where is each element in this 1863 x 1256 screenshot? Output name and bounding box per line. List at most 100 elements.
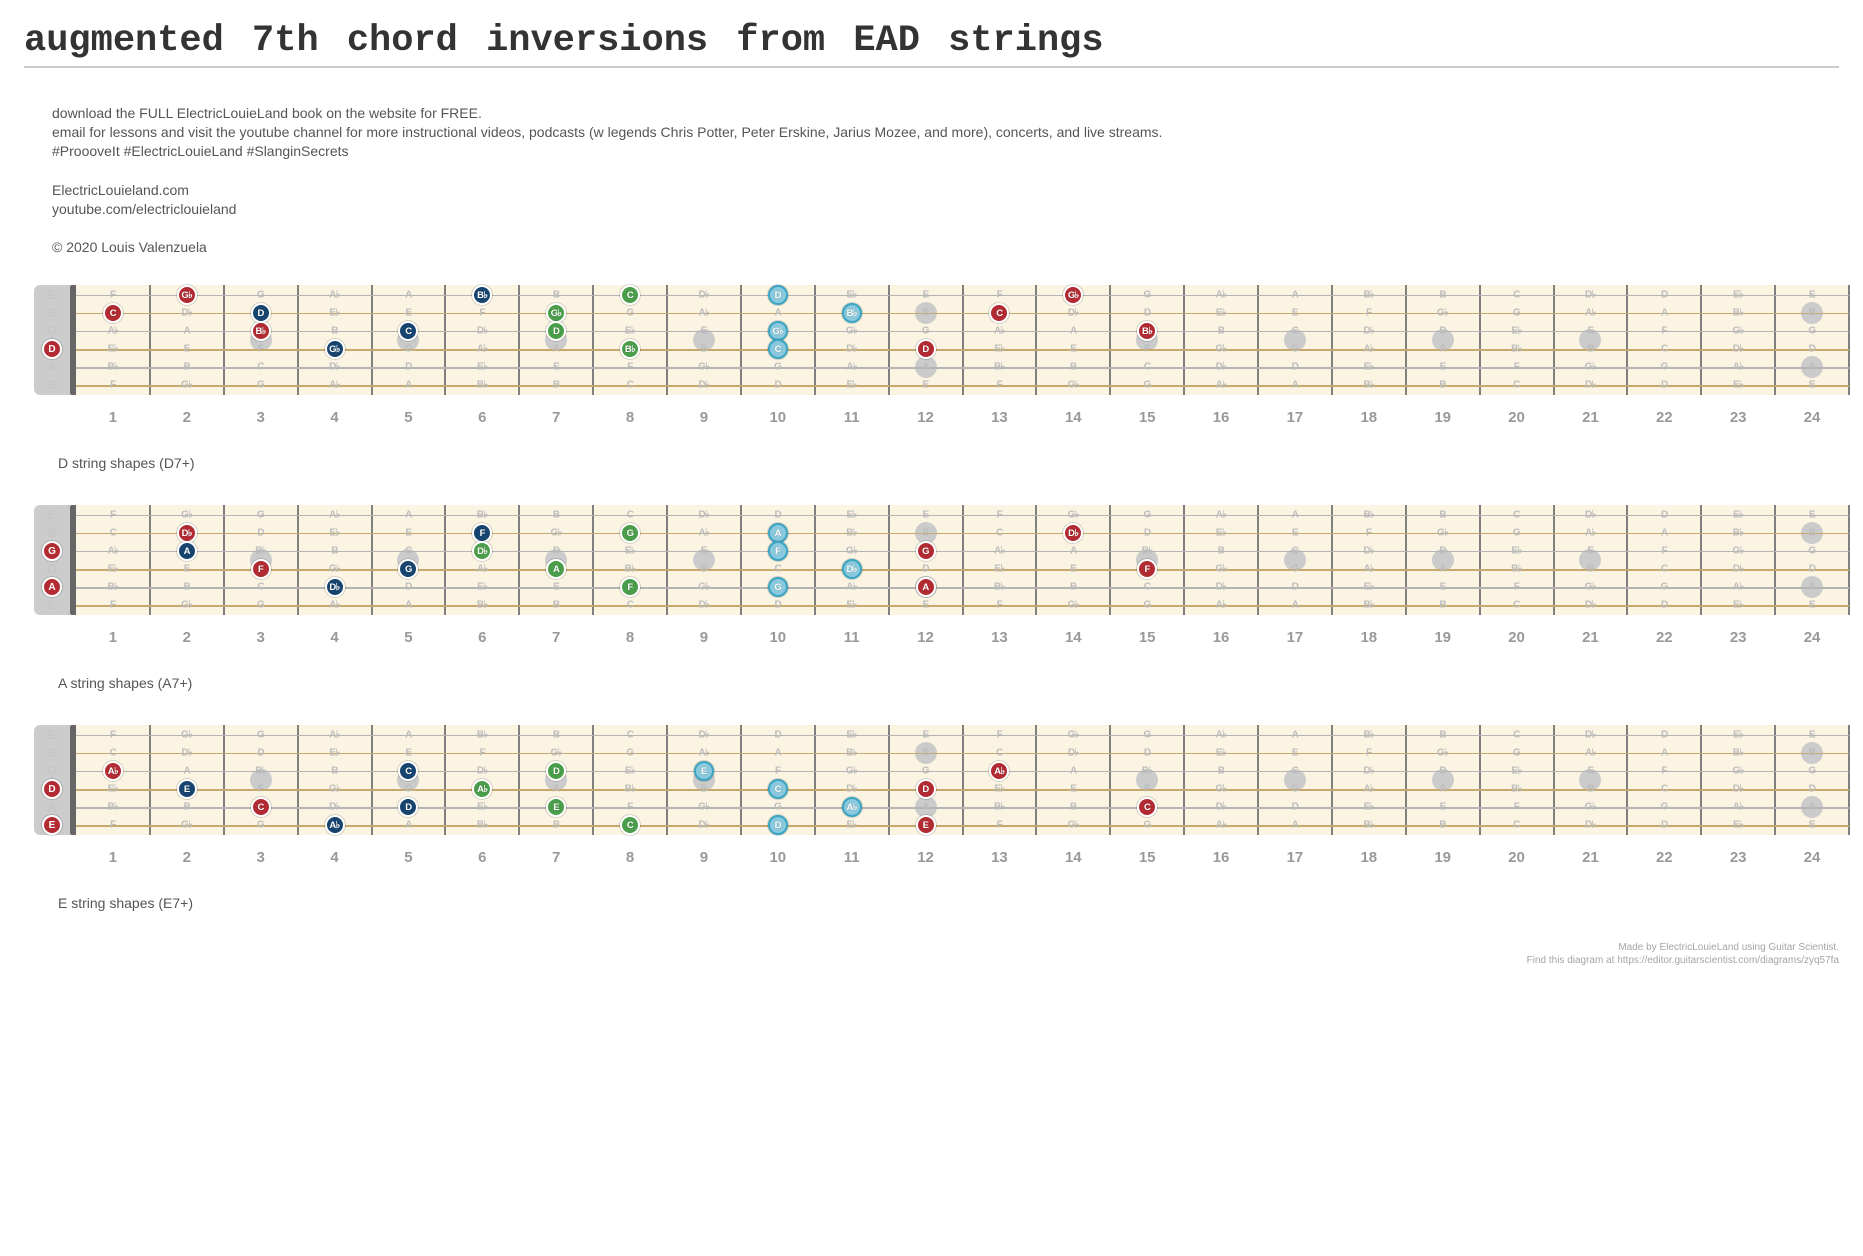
intro-line: email for lessons and visit the youtube … — [52, 123, 1839, 142]
fret-line — [1700, 285, 1702, 395]
ghost-note: B — [1070, 582, 1077, 593]
ghost-note: F — [997, 730, 1003, 741]
fret-number: 5 — [404, 849, 412, 866]
ghost-note: A♭ — [329, 380, 340, 391]
ghost-note: D♭ — [1733, 784, 1744, 795]
fret-number: 17 — [1287, 629, 1304, 646]
fret-number: 22 — [1656, 409, 1673, 426]
ghost-note: G — [257, 820, 264, 831]
ghost-note: A — [1439, 564, 1446, 575]
fret-line — [444, 725, 446, 835]
fret-line — [1257, 285, 1259, 395]
ghost-note: F — [110, 730, 116, 741]
ghost-note: B — [922, 528, 929, 539]
ghost-note: E♭ — [1733, 290, 1743, 301]
ghost-note: A — [405, 380, 412, 391]
fret-line — [1553, 285, 1555, 395]
fret-number: 20 — [1508, 409, 1525, 426]
string-line — [76, 735, 1849, 736]
fret-number: 11 — [844, 849, 860, 866]
fret-line — [962, 505, 964, 615]
ghost-note: G — [1661, 802, 1668, 813]
fret-line — [1405, 725, 1407, 835]
ghost-note: E — [1809, 820, 1815, 831]
fret-number: 12 — [917, 629, 934, 646]
fret-number: 16 — [1213, 409, 1230, 426]
ghost-note: D♭ — [1363, 766, 1374, 777]
ghost-note: G♭ — [846, 326, 858, 337]
note-dot: D♭ — [842, 559, 862, 579]
ghost-note: G♭ — [1585, 582, 1597, 593]
ghost-note: A — [1809, 362, 1816, 373]
ghost-note: E — [1809, 510, 1815, 521]
open-string-label: E — [48, 378, 56, 392]
ghost-note: A — [405, 730, 412, 741]
string-line — [76, 753, 1849, 754]
ghost-note: G — [626, 308, 633, 319]
ghost-note: E♭ — [846, 290, 856, 301]
ghost-note: A♭ — [329, 730, 340, 741]
ghost-note: E — [1440, 362, 1446, 373]
fret-number: 23 — [1730, 849, 1747, 866]
fret-line — [1848, 285, 1850, 395]
fret-number: 2 — [183, 629, 191, 646]
ghost-note: F — [997, 600, 1003, 611]
ghost-note: G♭ — [698, 802, 710, 813]
ghost-note: G — [257, 730, 264, 741]
ghost-note: A — [1661, 308, 1668, 319]
fret-line — [371, 725, 373, 835]
fret-line — [666, 725, 668, 835]
ghost-note: G — [1661, 362, 1668, 373]
ghost-note: B♭ — [994, 362, 1005, 373]
ghost-note: C — [996, 748, 1003, 759]
fret-number: 24 — [1804, 629, 1821, 646]
fret-line — [1774, 725, 1776, 835]
footer-line: Made by ElectricLouieLand using Guitar S… — [1527, 941, 1839, 954]
ghost-note: B — [1439, 380, 1446, 391]
fret-line — [1626, 285, 1628, 395]
note-dot: D♭ — [177, 523, 197, 543]
ghost-note: E — [922, 290, 928, 301]
fret-number: 18 — [1360, 409, 1377, 426]
string-line — [76, 367, 1849, 369]
fret-line — [814, 725, 816, 835]
ghost-note: G — [1513, 748, 1520, 759]
open-string-label: D — [48, 562, 57, 576]
fret-number: 20 — [1508, 629, 1525, 646]
ghost-note: G — [1513, 528, 1520, 539]
ghost-note: E♭ — [108, 784, 118, 795]
open-root-dot: A — [42, 577, 62, 597]
fret-number: 14 — [1065, 629, 1082, 646]
ghost-note: F — [110, 380, 116, 391]
ghost-note: G♭ — [1585, 802, 1597, 813]
ghost-note: D♭ — [1585, 290, 1596, 301]
note-dot: G♭ — [546, 303, 566, 323]
ghost-note: G — [1144, 290, 1151, 301]
ghost-note: C — [1661, 344, 1668, 355]
ghost-note: B♭ — [994, 802, 1005, 813]
ghost-note: D♭ — [1363, 546, 1374, 557]
fretboard-section: EFG♭GA♭AB♭BCD♭DE♭EFG♭GA♭AB♭BCD♭DE♭EBCD♭D… — [34, 725, 1839, 911]
string-line — [76, 771, 1849, 772]
ghost-note: A♭ — [107, 546, 118, 557]
fret-number: 17 — [1287, 409, 1304, 426]
fret-number: 8 — [626, 629, 634, 646]
fret-line — [1479, 505, 1481, 615]
open-string-label: G — [47, 324, 56, 338]
fret-number: 24 — [1804, 849, 1821, 866]
ghost-note: G — [1291, 344, 1298, 355]
ghost-note: B♭ — [107, 802, 118, 813]
ghost-note: G — [1144, 510, 1151, 521]
ghost-note: G♭ — [550, 748, 562, 759]
ghost-note: B♭ — [625, 564, 636, 575]
fret-number: 11 — [844, 409, 860, 426]
string-line — [76, 331, 1849, 332]
ghost-note: E♭ — [329, 748, 339, 759]
fret-line — [297, 285, 299, 395]
ghost-note: A♭ — [1585, 308, 1596, 319]
fret-line — [1479, 285, 1481, 395]
fret-line — [518, 285, 520, 395]
ghost-note: G♭ — [329, 784, 341, 795]
ghost-note: B — [553, 380, 560, 391]
ghost-note: D♭ — [1585, 380, 1596, 391]
